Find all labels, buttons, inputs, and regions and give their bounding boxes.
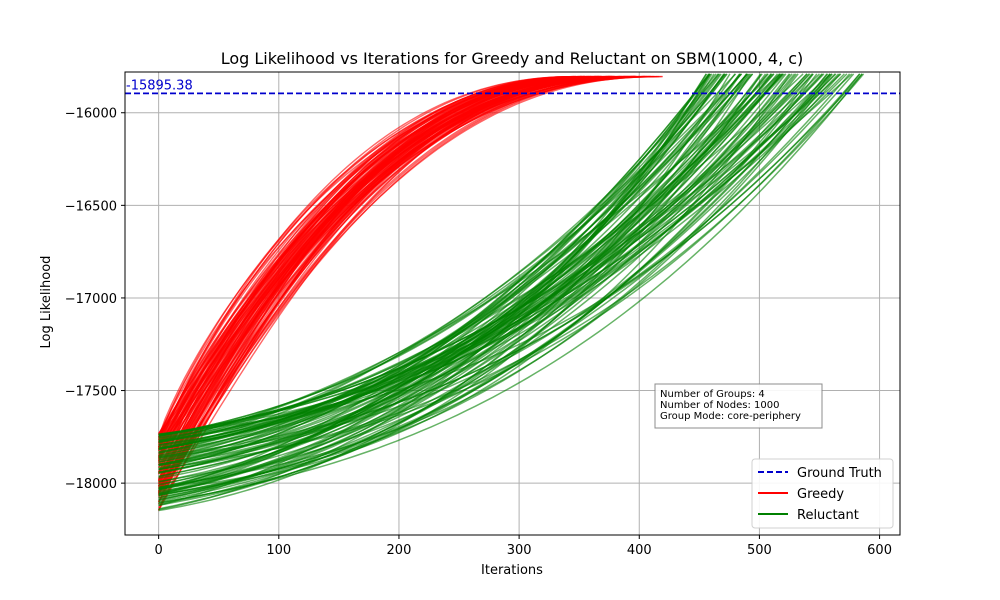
x-tick-label: 200 (387, 543, 412, 558)
legend-label-ground-truth: Ground Truth (797, 466, 882, 481)
reluctant-run-line (158, 73, 720, 494)
greedy-run-line (157, 75, 610, 440)
greedy-run-line (158, 75, 645, 435)
y-tick-label: −16500 (65, 199, 117, 214)
reluctant-run-line (158, 73, 790, 505)
y-axis: −18000 −17500 −17000 −16500 −16000 (65, 107, 125, 492)
greedy-run-line (157, 75, 627, 503)
reluctant-run-line (158, 73, 823, 444)
reluctant-run-line (158, 73, 848, 467)
chart-title: Log Likelihood vs Iterations for Greedy … (221, 49, 804, 68)
y-tick-label: −16000 (65, 107, 117, 122)
y-axis-label: Log Likelihood (39, 256, 54, 349)
info-annotation: Number of Groups: 4 Number of Nodes: 100… (654, 383, 823, 429)
x-axis: 0 100 200 300 400 500 600 (155, 535, 892, 558)
reluctant-run-line (158, 73, 772, 450)
reluctant-run-line (158, 73, 821, 473)
reluctant-run-line (158, 73, 831, 492)
plot-area: -15895.38 (125, 73, 900, 512)
greedy-run-line (157, 75, 598, 443)
y-tick-label: −17500 (65, 385, 117, 400)
reluctant-run-line (158, 73, 791, 496)
series-reluctant (158, 73, 865, 512)
legend-label-greedy: Greedy (797, 487, 844, 502)
axes-frame (124, 71, 901, 536)
reluctant-run-line (158, 73, 711, 495)
ground-truth-value-label: -15895.38 (126, 78, 193, 93)
legend-label-reluctant: Reluctant (797, 508, 859, 523)
x-tick-label: 300 (507, 543, 532, 558)
reluctant-run-line (158, 73, 717, 491)
reluctant-run-line (158, 73, 861, 470)
x-axis-label: Iterations (481, 563, 543, 578)
annotation-line-nodes: Number of Nodes: 1000 (660, 400, 779, 411)
series-greedy (157, 75, 663, 511)
x-tick-label: 600 (867, 543, 892, 558)
x-tick-label: 500 (747, 543, 772, 558)
annotation-line-mode: Group Mode: core-periphery (660, 411, 801, 422)
reluctant-run-line (158, 73, 833, 488)
y-tick-label: −17000 (65, 292, 117, 307)
x-tick-label: 400 (627, 543, 652, 558)
legend: Ground Truth Greedy Reluctant (751, 458, 894, 529)
greedy-run-line (157, 75, 579, 473)
y-tick-label: −18000 (65, 477, 117, 492)
x-tick-label: 100 (266, 543, 291, 558)
reluctant-run-line (158, 73, 768, 486)
reluctant-run-line (158, 73, 726, 438)
reluctant-run-line (158, 73, 741, 439)
annotation-line-groups: Number of Groups: 4 (660, 389, 765, 400)
reluctant-run-line (158, 73, 828, 459)
reluctant-run-line (158, 73, 829, 439)
x-tick-label: 0 (155, 543, 163, 558)
greedy-run-line (157, 75, 577, 436)
greedy-run-line (157, 75, 591, 494)
